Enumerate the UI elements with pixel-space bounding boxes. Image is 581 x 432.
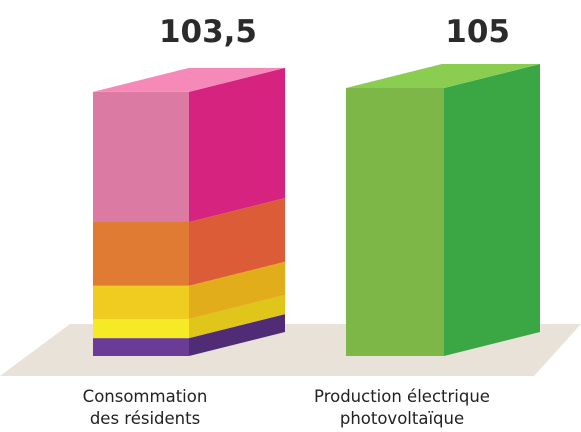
bar-0-segment-0-side [189,314,285,356]
bar-0-segment-2-side [189,261,285,319]
total-label-production: 105 [445,14,510,50]
bars-group [93,64,540,356]
category-label-consommation-line2: des résidents [90,409,200,428]
total-label-consommation: 103,5 [159,14,257,50]
bar-1-top [346,64,540,88]
bar-0-segment-4-front [93,91,189,222]
bar-0-segment-4-side [189,67,285,222]
category-label-production-line1: Production électrique [314,387,490,406]
bar-0-segment-3-front [93,222,189,286]
category-label-production-line2: photovoltaïque [340,409,464,428]
bar-0-segment-2-front [93,285,189,319]
bar-1-segment-0-front [346,88,444,356]
category-label-consommation-line1: Consommation [83,387,208,406]
bar-0-segment-1-front [93,318,189,339]
bar-0-segment-3-side [189,198,285,286]
bar-0-segment-0-front [93,338,189,356]
bar-0-segment-1-side [189,294,285,339]
bar-1-segment-0-side [444,64,540,356]
bar-0-top [93,67,285,92]
